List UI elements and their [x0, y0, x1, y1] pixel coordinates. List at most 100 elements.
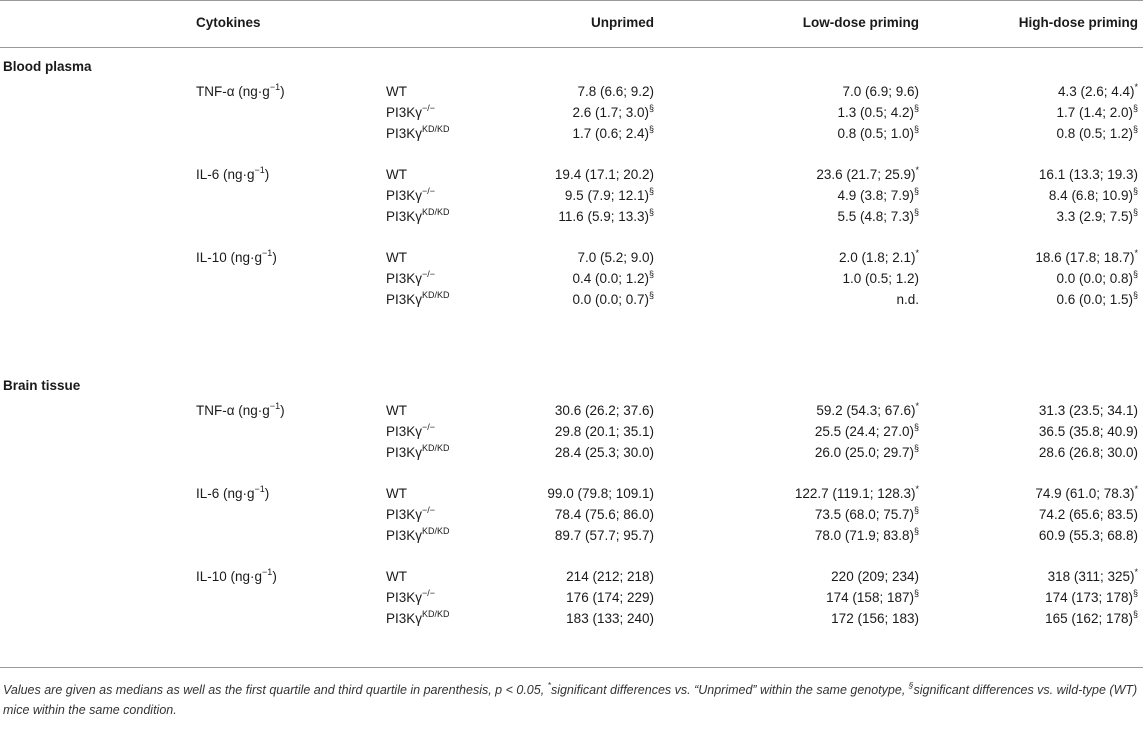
header-rule [0, 47, 1143, 48]
significance-mark: § [648, 206, 654, 217]
significance-mark: § [1132, 185, 1138, 196]
cytokine-label-end: ) [264, 486, 270, 501]
value-low-dose: n.d. [896, 292, 919, 308]
cytokine-label-end: ) [280, 403, 285, 418]
genotype-label: PI3Kγ−/− [386, 103, 435, 121]
genotype-name: PI3Kγ [386, 424, 423, 439]
footnote-section-mark: § [908, 679, 914, 690]
value-unprimed: 11.6 (5.9; 13.3)§ [558, 206, 654, 225]
footnote-part1: Values are given as medians as well as t… [3, 683, 548, 697]
unit-exponent: −1 [262, 247, 273, 258]
value-text: 36.5 (35.8; 40.9) [1038, 424, 1138, 439]
value-high-dose: 0.8 (0.5; 1.2)§ [1056, 124, 1138, 142]
cytokine-label: IL-6 (ng·g−1) [196, 483, 270, 502]
genotype-superscript: KD/KD [422, 608, 450, 619]
significance-mark: § [913, 421, 919, 432]
value-text: 7.0 (5.2; 9.0) [577, 250, 654, 265]
value-text: 59.2 (54.3; 67.6) [816, 403, 916, 418]
value-text: 172 (156; 183) [831, 611, 919, 626]
value-text: 0.4 (0.0; 1.2) [572, 271, 649, 286]
significance-mark: § [913, 123, 919, 134]
value-text: 174 (173; 178) [1045, 590, 1133, 605]
cytokine-label: IL-10 (ng·g−1) [196, 247, 277, 266]
value-unprimed: 30.6 (26.2; 37.6) [555, 403, 654, 419]
value-unprimed: 89.7 (57.7; 95.7) [555, 528, 654, 544]
genotype-superscript: KD/KD [422, 525, 450, 536]
significance-mark: § [1132, 289, 1138, 300]
value-high-dose: 28.6 (26.8; 30.0) [1039, 445, 1138, 461]
section-title: Brain tissue [3, 378, 81, 393]
genotype-label: PI3Kγ−/− [386, 269, 435, 287]
cytokine-name: TNF-α (ng·g [196, 84, 270, 99]
value-low-dose: 220 (209; 234) [831, 569, 919, 585]
value-unprimed: 0.0 (0.0; 0.7)§ [572, 289, 654, 308]
value-text: 78.0 (71.9; 83.8) [814, 528, 914, 543]
value-text: 16.1 (13.3; 19.3) [1038, 167, 1138, 182]
value-text: n.d. [896, 292, 919, 307]
significance-mark: * [915, 164, 919, 175]
value-text: 2.0 (1.8; 2.1) [838, 250, 916, 265]
value-text: 29.8 (20.1; 35.1) [554, 424, 654, 439]
value-text: 1.3 (0.5; 4.2) [837, 105, 914, 120]
value-text: 89.7 (57.7; 95.7) [554, 528, 654, 543]
genotype-superscript: KD/KD [422, 442, 450, 453]
genotype-name: PI3Kγ [386, 105, 423, 120]
significance-mark: § [648, 289, 654, 300]
value-text: 74.2 (65.6; 83.5) [1038, 507, 1138, 522]
cytokine-name: IL-10 (ng·g [196, 250, 263, 265]
header-unprimed: Unprimed [590, 15, 654, 30]
value-text: 165 (162; 178) [1045, 611, 1133, 626]
genotype-name: WT [386, 403, 407, 418]
value-high-dose: 318 (311; 325)* [1048, 567, 1138, 585]
genotype-label: WT [386, 403, 407, 419]
genotype-label: WT [386, 84, 407, 100]
cytokine-name: TNF-α (ng·g [196, 403, 270, 418]
genotype-label: WT [386, 569, 407, 585]
value-text: 2.6 (1.7; 3.0) [572, 105, 649, 120]
genotype-name: WT [386, 569, 407, 584]
value-high-dose: 60.9 (55.3; 68.8) [1039, 528, 1138, 544]
value-unprimed: 7.8 (6.6; 9.2) [577, 84, 654, 100]
significance-mark: * [915, 247, 919, 258]
value-text: 0.8 (0.5; 1.0) [837, 126, 914, 141]
value-unprimed: 0.4 (0.0; 1.2)§ [572, 269, 654, 287]
significance-mark: § [1132, 206, 1138, 217]
value-text: 28.6 (26.8; 30.0) [1038, 445, 1138, 460]
value-text: 60.9 (55.3; 68.8) [1038, 528, 1138, 543]
significance-mark: § [648, 185, 654, 196]
genotype-name: PI3Kγ [386, 507, 423, 522]
section-title: Blood plasma [3, 59, 92, 74]
significance-mark: * [1134, 81, 1138, 92]
value-unprimed: 176 (174; 229) [566, 590, 654, 606]
value-text: 8.4 (6.8; 10.9) [1048, 188, 1133, 203]
significance-mark: § [1132, 102, 1138, 113]
unit-exponent: −1 [254, 483, 265, 494]
significance-mark: § [913, 442, 919, 453]
genotype-superscript: −/− [422, 185, 436, 196]
value-high-dose: 74.9 (61.0; 78.3)* [1035, 484, 1138, 502]
value-high-dose: 174 (173; 178)§ [1045, 588, 1138, 606]
genotype-label: PI3KγKD/KD [386, 290, 450, 308]
value-unprimed: 78.4 (75.6; 86.0) [555, 507, 654, 523]
value-text: 99.0 (79.8; 109.1) [547, 486, 654, 501]
unit-exponent: −1 [269, 400, 281, 411]
value-text: 7.0 (6.9; 9.6) [842, 84, 919, 99]
table-footnote: Values are given as medians as well as t… [3, 680, 1138, 720]
genotype-name: PI3Kγ [386, 445, 423, 460]
value-text: 1.7 (1.4; 2.0) [1056, 105, 1133, 120]
genotype-label: PI3KγKD/KD [386, 207, 450, 225]
value-high-dose: 4.3 (2.6; 4.4)* [1058, 81, 1138, 100]
value-text: 214 (212; 218) [566, 569, 654, 584]
significance-mark: * [1134, 247, 1138, 258]
value-unprimed: 29.8 (20.1; 35.1) [555, 424, 654, 440]
value-unprimed: 99.0 (79.8; 109.1) [547, 486, 654, 502]
significance-mark: § [648, 102, 654, 113]
header-cytokines: Cytokines [196, 15, 261, 30]
value-text: 176 (174; 229) [566, 590, 654, 605]
value-low-dose: 7.0 (6.9; 9.6) [842, 84, 919, 100]
value-text: 5.5 (4.8; 7.3) [837, 209, 914, 224]
genotype-name: WT [386, 167, 407, 182]
genotype-superscript: KD/KD [422, 123, 450, 134]
value-high-dose: 74.2 (65.6; 83.5) [1039, 507, 1138, 523]
genotype-name: WT [386, 84, 407, 99]
